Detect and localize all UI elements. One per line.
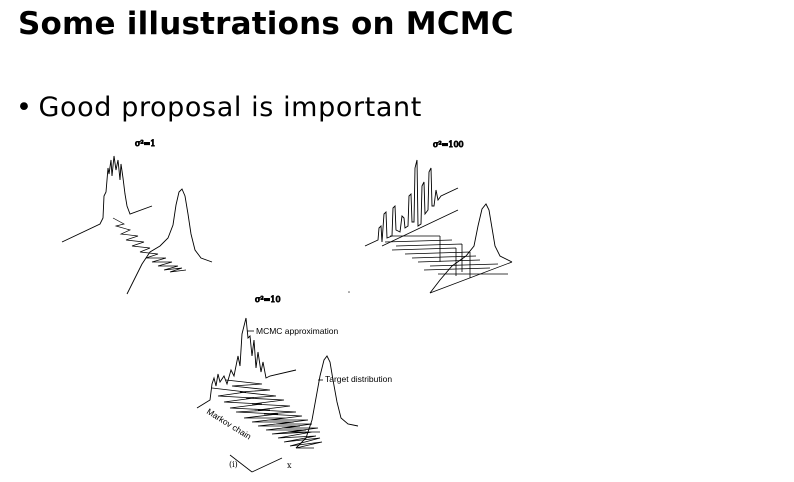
figure-top-left-chain <box>113 218 186 272</box>
annotation-mcmc-approximation: MCMC approximation <box>256 326 338 336</box>
figure-top-right-histogram <box>365 160 458 246</box>
figure-bottom-label: σ²=10 <box>255 295 281 304</box>
figure-bottom-chain <box>212 380 322 448</box>
figure-bottom-axis-x <box>252 458 282 472</box>
figure-top-left-histogram <box>62 156 152 242</box>
figure-top-left: σ²=1 <box>62 139 212 294</box>
figure-top-right-chain <box>385 236 508 278</box>
axis-label-iteration: (i) <box>229 460 238 469</box>
axis-label-x: x <box>287 461 292 470</box>
figure-top-left-label: σ²=1 <box>135 139 155 148</box>
figure-top-right: σ²=100 <box>365 140 512 293</box>
figure-top-right-label: σ²=100 <box>433 140 464 149</box>
annotation-target-distribution: Target distribution <box>325 374 392 384</box>
figure-bottom-target <box>296 356 358 448</box>
stray-dot <box>348 291 350 293</box>
